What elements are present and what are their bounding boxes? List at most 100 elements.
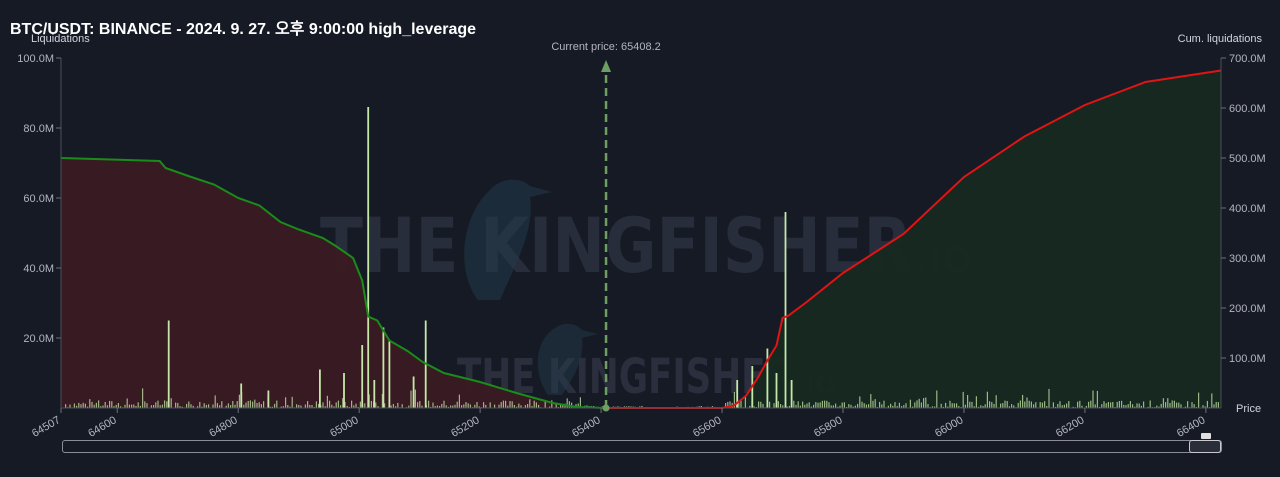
liq-bar-minor	[967, 395, 969, 408]
liq-bar-minor	[1140, 405, 1142, 408]
liq-bar-minor	[287, 405, 289, 408]
liq-bar-minor	[1030, 401, 1032, 408]
liq-bar-minor	[753, 406, 755, 408]
liq-bar-minor	[909, 399, 911, 408]
liq-bar-minor	[1167, 398, 1169, 408]
liq-bar-minor	[896, 406, 898, 408]
liq-bar-minor	[923, 398, 925, 408]
liq-bar-minor	[381, 393, 383, 408]
liq-bar-minor	[727, 401, 729, 408]
liq-bar-minor	[106, 405, 108, 408]
liq-bar-minor	[835, 403, 837, 408]
liq-bar-minor	[1052, 402, 1054, 408]
current-price-dot	[602, 404, 610, 412]
liq-bar-minor	[824, 400, 826, 408]
current-price-marker[interactable]: Current price: 65408.2	[551, 41, 661, 412]
liq-bar-minor	[524, 405, 526, 408]
liq-bar-minor	[113, 406, 115, 408]
liq-bar-minor	[78, 402, 80, 408]
liq-bar-minor	[788, 405, 790, 408]
liq-bar-minor	[289, 406, 291, 408]
liq-bar-minor	[98, 400, 100, 408]
liq-bar-minor	[780, 404, 782, 408]
kingfisher-logo-small-icon	[537, 323, 598, 395]
liq-bar-minor	[1094, 404, 1096, 408]
liq-bar-minor	[549, 406, 551, 408]
liq-bar-minor	[507, 405, 509, 408]
liq-bar-minor	[1085, 405, 1087, 408]
arrow-up-icon	[601, 60, 612, 72]
liq-bar-minor	[87, 406, 89, 408]
liq-bar-minor	[1191, 402, 1193, 408]
liq-bar-minor	[137, 402, 139, 408]
liq-bar-minor	[1110, 402, 1112, 408]
liq-bar-minor	[177, 402, 179, 408]
liq-bar-minor	[874, 399, 876, 408]
x-tick-label: 65400	[570, 414, 602, 440]
y-left-tick-label: 20.0M	[23, 333, 54, 345]
liq-bar-minor	[894, 402, 896, 408]
liq-bar-minor	[773, 403, 775, 408]
horizontal-scrollbar[interactable]	[62, 433, 1222, 453]
liq-bar-minor	[146, 403, 148, 408]
liq-bar-minor	[238, 394, 240, 408]
liq-bar-minor	[898, 402, 900, 408]
liq-bar-minor	[804, 404, 806, 408]
liq-bar-minor	[483, 402, 485, 408]
liq-bar-minor	[150, 405, 152, 408]
liq-bar-minor	[641, 405, 643, 408]
liq-bar-minor	[544, 401, 546, 408]
liq-bar-minor	[443, 400, 445, 408]
y-right-tick-label: 400.0M	[1229, 203, 1266, 215]
liq-bar-minor	[861, 401, 863, 408]
liq-bar-minor	[819, 402, 821, 408]
liq-bar-minor	[1158, 406, 1160, 408]
liq-bar-minor	[170, 398, 172, 408]
liq-bar	[382, 327, 385, 408]
liq-bar-minor	[793, 400, 795, 408]
liq-bar-minor	[782, 405, 784, 408]
liq-bar-minor	[832, 405, 834, 408]
liq-bar	[343, 373, 345, 408]
liq-bar-minor	[131, 404, 133, 408]
liq-bar-minor	[511, 401, 513, 408]
liq-bar-minor	[102, 405, 104, 408]
liq-bar-minor	[560, 404, 562, 408]
liq-bar-minor	[249, 400, 251, 408]
liq-bar-minor	[769, 401, 771, 408]
liq-bar-minor	[817, 402, 819, 408]
liq-bar-minor	[533, 400, 535, 408]
liq-bar-minor	[1066, 403, 1068, 408]
liq-bar-minor	[920, 402, 922, 408]
liq-bar-minor	[1055, 406, 1057, 408]
liq-bar-minor	[175, 402, 177, 408]
liq-bar-minor	[1162, 398, 1164, 408]
liq-bar-minor	[421, 405, 423, 408]
liq-bar	[766, 348, 769, 408]
liq-bar	[319, 369, 321, 408]
liq-bar-minor	[500, 402, 502, 408]
liq-bar-minor	[1193, 404, 1195, 408]
liq-bar-minor	[304, 404, 306, 408]
liq-bar-minor	[377, 406, 379, 408]
liq-bar-minor	[153, 405, 155, 408]
liq-bar-minor	[986, 391, 988, 408]
liq-bar-minor	[531, 406, 533, 408]
liq-bar-minor	[359, 401, 361, 408]
liq-bar-minor	[975, 396, 977, 408]
liq-bar-minor	[828, 402, 830, 408]
scrollbar-handle[interactable]	[1189, 433, 1221, 453]
liq-bar-minor	[879, 401, 881, 408]
liq-bar	[367, 107, 370, 408]
liq-bar-minor	[93, 404, 95, 408]
liq-bar-minor	[186, 403, 188, 408]
liq-bar-minor	[1092, 390, 1094, 408]
liq-bar-minor	[568, 401, 570, 408]
liq-bar-minor	[111, 401, 113, 408]
liq-bar-minor	[489, 402, 491, 408]
liq-bar-minor	[964, 404, 966, 408]
liq-bar-minor	[401, 404, 403, 408]
liq-bar-minor	[1136, 403, 1138, 408]
watermark-text-large: THE KINGFISHER	[320, 201, 912, 290]
